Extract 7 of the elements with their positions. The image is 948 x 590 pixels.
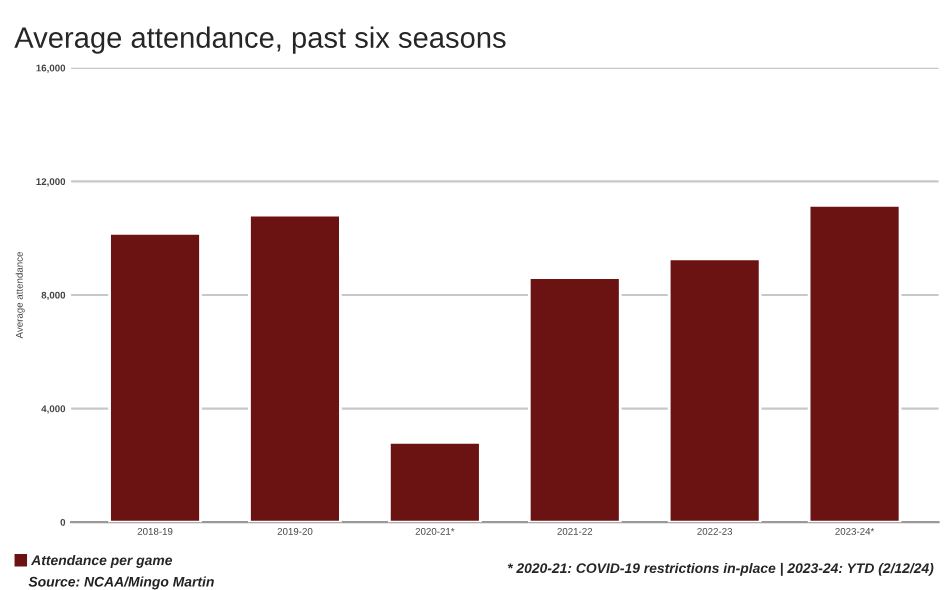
chart-title: Average attendance, past six seasons: [14, 26, 506, 54]
bar: [667, 257, 762, 523]
bar: [807, 203, 902, 523]
bar: [248, 213, 342, 523]
bar: [527, 276, 622, 523]
bar: [388, 440, 482, 523]
bar: [108, 232, 202, 523]
